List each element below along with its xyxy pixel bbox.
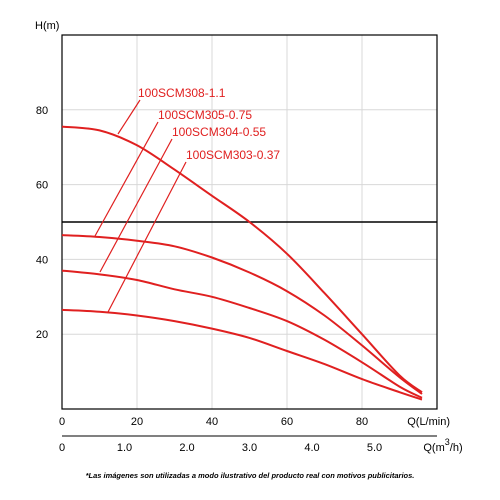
- pump-performance-chart: 20 40 60 80 H(m) 0 20 40 60 80 Q(L/min) 0 1.0 2.0 3.0 4…: [35, 20, 463, 454]
- series-leader-3: [99, 138, 173, 273]
- series-leader-4: [107, 161, 187, 313]
- series-label-1: 100SCM308-1.1: [138, 86, 226, 100]
- x-tick-label: 60: [281, 416, 293, 428]
- y-tick-label: 40: [36, 254, 48, 266]
- x-axis-label: Q(L/min): [407, 416, 450, 428]
- series-leader-1: [117, 99, 141, 135]
- y-axis-label: H(m): [35, 20, 59, 32]
- x2-tick-label: 5.0: [367, 442, 382, 454]
- x2-tick-label: 4.0: [304, 442, 319, 454]
- series-label-4: 100SCM303-0.37: [186, 148, 280, 162]
- x-tick-label: 20: [131, 416, 143, 428]
- series-line-1: [61, 125, 423, 394]
- x-tick-label: 40: [206, 416, 218, 428]
- x-tick-label: 0: [59, 416, 65, 428]
- y-tick-label: 80: [36, 105, 48, 117]
- x-tick-label: 80: [356, 416, 368, 428]
- y-tick-label: 20: [36, 329, 48, 341]
- series-leader-2: [94, 121, 159, 237]
- x2-tick-label: 1.0: [117, 442, 132, 454]
- x2-axis-label: Q(m3/h): [423, 437, 462, 454]
- series-label-3: 100SCM304-0.55: [172, 125, 266, 139]
- x2-tick-label: 2.0: [179, 442, 194, 454]
- series-label-2: 100SCM305-0.75: [158, 108, 252, 122]
- x2-tick-label: 0: [59, 442, 65, 454]
- disclaimer-text: *Las imágenes son utilizadas a modo ilus…: [85, 471, 415, 480]
- series-line-2: [61, 234, 423, 395]
- x2-tick-label: 3.0: [242, 442, 257, 454]
- series-line-4: [61, 308, 423, 401]
- y-tick-label: 60: [36, 180, 48, 192]
